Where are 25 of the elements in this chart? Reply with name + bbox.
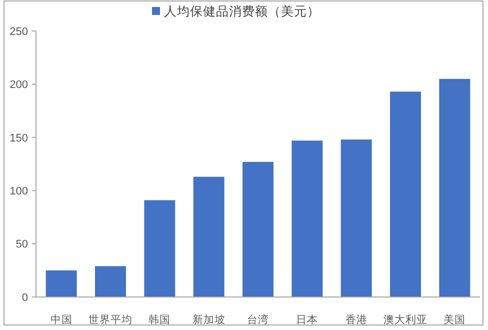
x-tick-label: 新加坡	[192, 313, 226, 326]
bar	[292, 140, 323, 297]
x-tick-label: 香港	[345, 313, 368, 326]
x-tick-label: 澳大利亚	[384, 313, 428, 326]
bar	[439, 78, 470, 297]
bar	[242, 162, 274, 297]
bar	[46, 270, 77, 297]
x-tick-label: 韩国	[148, 313, 171, 326]
x-tick-label: 日本	[296, 313, 318, 326]
y-tick-label: 0	[22, 292, 28, 304]
y-tick-label: 250	[10, 26, 28, 38]
y-tick-label: 200	[10, 79, 28, 92]
y-tick-label: 150	[10, 132, 28, 144]
bar	[340, 140, 372, 297]
y-tick-label: 100	[10, 185, 28, 198]
bar	[193, 176, 224, 297]
bar	[95, 266, 126, 297]
y-tick-label: 50	[16, 238, 28, 251]
bar	[144, 200, 176, 297]
legend-label: 人均保健品消费额（美元）	[164, 3, 320, 18]
x-tick-label: 美国	[444, 313, 466, 326]
x-tick-label: 台湾	[247, 313, 269, 326]
x-tick-label: 中国	[50, 313, 72, 326]
x-tick-label: 世界平均	[88, 313, 132, 326]
bar	[390, 92, 421, 297]
